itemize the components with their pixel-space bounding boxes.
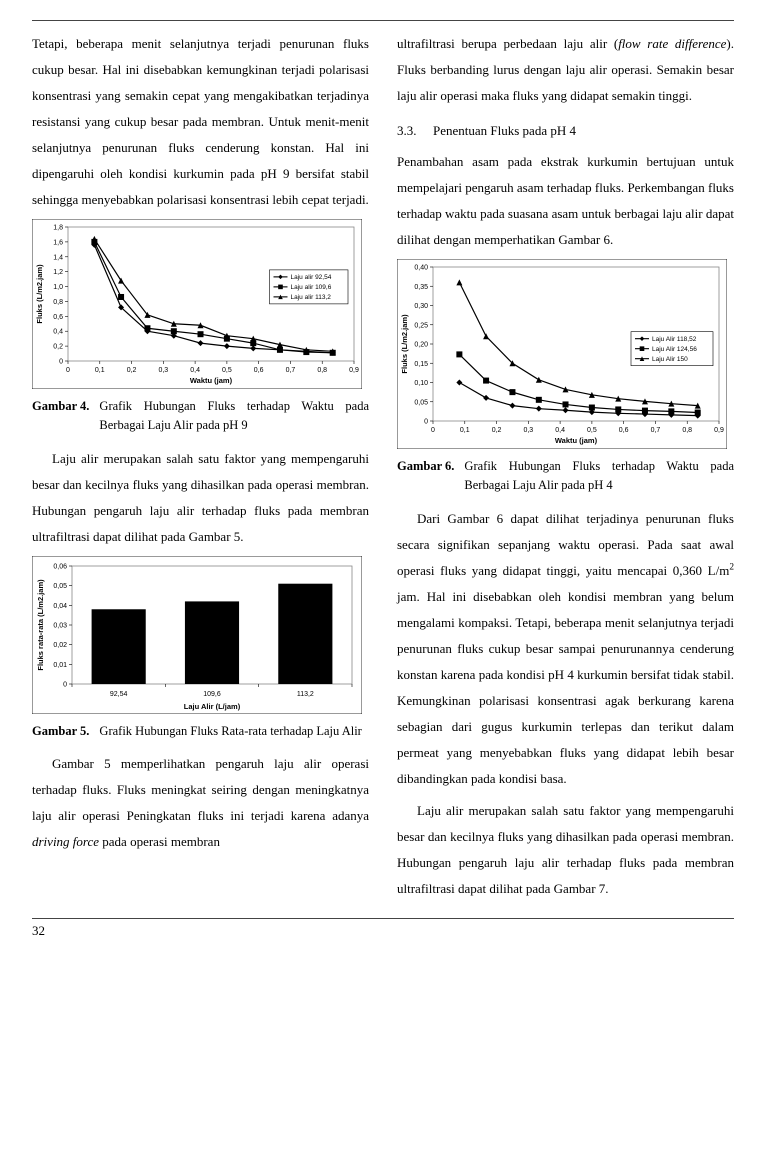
figure-4: 0 0,1 0,2 0,3 0,4 0,5 0,6 0,7 0,8 0,9 0 0,2 0,4 0,6 0,… bbox=[32, 219, 369, 389]
svg-text:0,6: 0,6 bbox=[53, 314, 63, 321]
svg-text:Waktu (jam): Waktu (jam) bbox=[190, 376, 233, 385]
svg-text:0: 0 bbox=[66, 367, 70, 374]
svg-text:Fluks (L/m2.jam): Fluks (L/m2.jam) bbox=[400, 314, 409, 374]
svg-text:0,9: 0,9 bbox=[714, 427, 724, 434]
left-para-1: Tetapi, beberapa menit selanjutnya terja… bbox=[32, 31, 369, 213]
svg-text:0: 0 bbox=[63, 681, 67, 688]
svg-text:1,4: 1,4 bbox=[53, 254, 63, 261]
svg-text:0,1: 0,1 bbox=[460, 427, 470, 434]
figure-4-caption-text: Grafik Hubungan Fluks terhadap Waktu pad… bbox=[99, 397, 369, 436]
svg-text:Fluks (L/m2.jam): Fluks (L/m2.jam) bbox=[35, 264, 44, 324]
svg-text:0,6: 0,6 bbox=[619, 427, 629, 434]
right-para-1: ultrafiltrasi berupa perbedaan laju alir… bbox=[397, 31, 734, 109]
svg-text:1,8: 1,8 bbox=[53, 225, 63, 232]
svg-text:0,6: 0,6 bbox=[254, 367, 264, 374]
svg-text:Laju Alir 118,52: Laju Alir 118,52 bbox=[652, 336, 697, 343]
svg-text:Fluks rata-rata (L/m2.jam): Fluks rata-rata (L/m2.jam) bbox=[36, 579, 45, 671]
section-heading: 3.3. Penentuan Fluks pada pH 4 bbox=[397, 123, 734, 139]
svg-text:Laju Alir 150: Laju Alir 150 bbox=[652, 356, 688, 363]
top-rule bbox=[32, 20, 734, 21]
svg-text:0,2: 0,2 bbox=[53, 344, 63, 351]
svg-text:0,02: 0,02 bbox=[53, 642, 67, 649]
right-para-3: Dari Gambar 6 dapat dilihat terjadinya p… bbox=[397, 506, 734, 792]
section-num: 3.3. bbox=[397, 123, 433, 139]
svg-text:113,2: 113,2 bbox=[297, 691, 314, 698]
bottom-rule bbox=[32, 918, 734, 919]
figure-5-caption: Gambar 5. Grafik Hubungan Fluks Rata-rat… bbox=[32, 722, 369, 741]
svg-text:Laju alir 92,54: Laju alir 92,54 bbox=[291, 274, 332, 281]
figure-5-caption-text: Grafik Hubungan Fluks Rata-rata terhadap… bbox=[99, 722, 369, 741]
svg-text:0,4: 0,4 bbox=[555, 427, 565, 434]
svg-text:0,05: 0,05 bbox=[414, 399, 428, 406]
figure-6: 0 0,1 0,2 0,3 0,4 0,5 0,6 0,7 0,8 0,9 0 0,05 0,10 0,1… bbox=[397, 259, 734, 449]
svg-text:0,03: 0,03 bbox=[53, 622, 67, 629]
left-para-3a: Gambar 5 memperlihatkan pengaruh laju al… bbox=[32, 756, 369, 823]
svg-text:Laju Alir 124,56: Laju Alir 124,56 bbox=[652, 346, 697, 353]
svg-text:0,2: 0,2 bbox=[127, 367, 137, 374]
svg-text:Laju alir 113,2: Laju alir 113,2 bbox=[291, 294, 332, 301]
svg-text:0,5: 0,5 bbox=[222, 367, 232, 374]
svg-text:0,8: 0,8 bbox=[53, 299, 63, 306]
svg-text:0,7: 0,7 bbox=[651, 427, 661, 434]
svg-text:0,04: 0,04 bbox=[53, 603, 67, 610]
svg-text:0,35: 0,35 bbox=[414, 284, 428, 291]
svg-text:0: 0 bbox=[59, 359, 63, 366]
right-para-2: Penambahan asam pada ekstrak kurkumin be… bbox=[397, 149, 734, 253]
svg-text:1,2: 1,2 bbox=[53, 269, 63, 276]
svg-text:0,15: 0,15 bbox=[414, 361, 428, 368]
svg-text:1,6: 1,6 bbox=[53, 239, 63, 246]
svg-text:0,3: 0,3 bbox=[158, 367, 168, 374]
svg-text:Laju Alir (L/jam): Laju Alir (L/jam) bbox=[184, 702, 241, 711]
left-para-3-italic: driving force bbox=[32, 834, 99, 849]
svg-text:1,0: 1,0 bbox=[53, 284, 63, 291]
svg-text:92,54: 92,54 bbox=[110, 691, 128, 698]
svg-text:0,10: 0,10 bbox=[414, 380, 428, 387]
svg-text:0,5: 0,5 bbox=[587, 427, 597, 434]
right-para-3-sup: 2 bbox=[729, 562, 734, 572]
svg-text:0,30: 0,30 bbox=[414, 303, 428, 310]
svg-text:0,1: 0,1 bbox=[95, 367, 105, 374]
svg-text:0,7: 0,7 bbox=[286, 367, 296, 374]
left-para-3b: pada operasi membran bbox=[99, 834, 220, 849]
svg-text:0,40: 0,40 bbox=[414, 265, 428, 272]
figure-4-label: Gambar 4. bbox=[32, 397, 99, 436]
right-para-3b: jam. Hal ini disebabkan oleh kondisi mem… bbox=[397, 589, 734, 786]
right-column: ultrafiltrasi berupa perbedaan laju alir… bbox=[397, 31, 734, 908]
right-para-1a: ultrafiltrasi berupa perbedaan laju alir… bbox=[397, 36, 618, 51]
left-para-2: Laju alir merupakan salah satu faktor ya… bbox=[32, 446, 369, 550]
left-column: Tetapi, beberapa menit selanjutnya terja… bbox=[32, 31, 369, 908]
svg-text:0,06: 0,06 bbox=[53, 563, 67, 570]
section-title: Penentuan Fluks pada pH 4 bbox=[433, 123, 734, 139]
page-number: 32 bbox=[32, 923, 734, 939]
svg-text:0,8: 0,8 bbox=[682, 427, 692, 434]
left-para-3: Gambar 5 memperlihatkan pengaruh laju al… bbox=[32, 751, 369, 855]
svg-text:0,9: 0,9 bbox=[349, 367, 359, 374]
svg-text:0,3: 0,3 bbox=[523, 427, 533, 434]
right-para-1-italic: flow rate difference bbox=[618, 36, 726, 51]
svg-text:0,01: 0,01 bbox=[53, 662, 67, 669]
svg-text:0,4: 0,4 bbox=[190, 367, 200, 374]
right-para-3a: Dari Gambar 6 dapat dilihat terjadinya p… bbox=[397, 511, 734, 578]
page: Tetapi, beberapa menit selanjutnya terja… bbox=[0, 0, 766, 1152]
columns: Tetapi, beberapa menit selanjutnya terja… bbox=[32, 31, 734, 908]
svg-text:0,2: 0,2 bbox=[492, 427, 502, 434]
figure-6-caption-text: Grafik Hubungan Fluks terhadap Waktu pad… bbox=[464, 457, 734, 496]
svg-text:0,4: 0,4 bbox=[53, 329, 63, 336]
figure-5: 0 0,01 0,02 0,03 0,04 0,05 0,06 92,54 109,6 113,2… bbox=[32, 556, 369, 714]
svg-text:0,25: 0,25 bbox=[414, 322, 428, 329]
svg-text:0,20: 0,20 bbox=[414, 342, 428, 349]
svg-text:0: 0 bbox=[431, 427, 435, 434]
figure-5-label: Gambar 5. bbox=[32, 722, 99, 741]
figure-6-caption: Gambar 6. Grafik Hubungan Fluks terhadap… bbox=[397, 457, 734, 496]
right-para-4: Laju alir merupakan salah satu faktor ya… bbox=[397, 798, 734, 902]
svg-text:Waktu (jam): Waktu (jam) bbox=[555, 436, 598, 445]
svg-text:0,8: 0,8 bbox=[317, 367, 327, 374]
svg-text:0,05: 0,05 bbox=[53, 583, 67, 590]
svg-text:Laju alir 109,6: Laju alir 109,6 bbox=[291, 284, 332, 291]
figure-6-label: Gambar 6. bbox=[397, 457, 464, 496]
svg-text:0: 0 bbox=[424, 419, 428, 426]
figure-4-caption: Gambar 4. Grafik Hubungan Fluks terhadap… bbox=[32, 397, 369, 436]
svg-text:109,6: 109,6 bbox=[203, 691, 221, 698]
